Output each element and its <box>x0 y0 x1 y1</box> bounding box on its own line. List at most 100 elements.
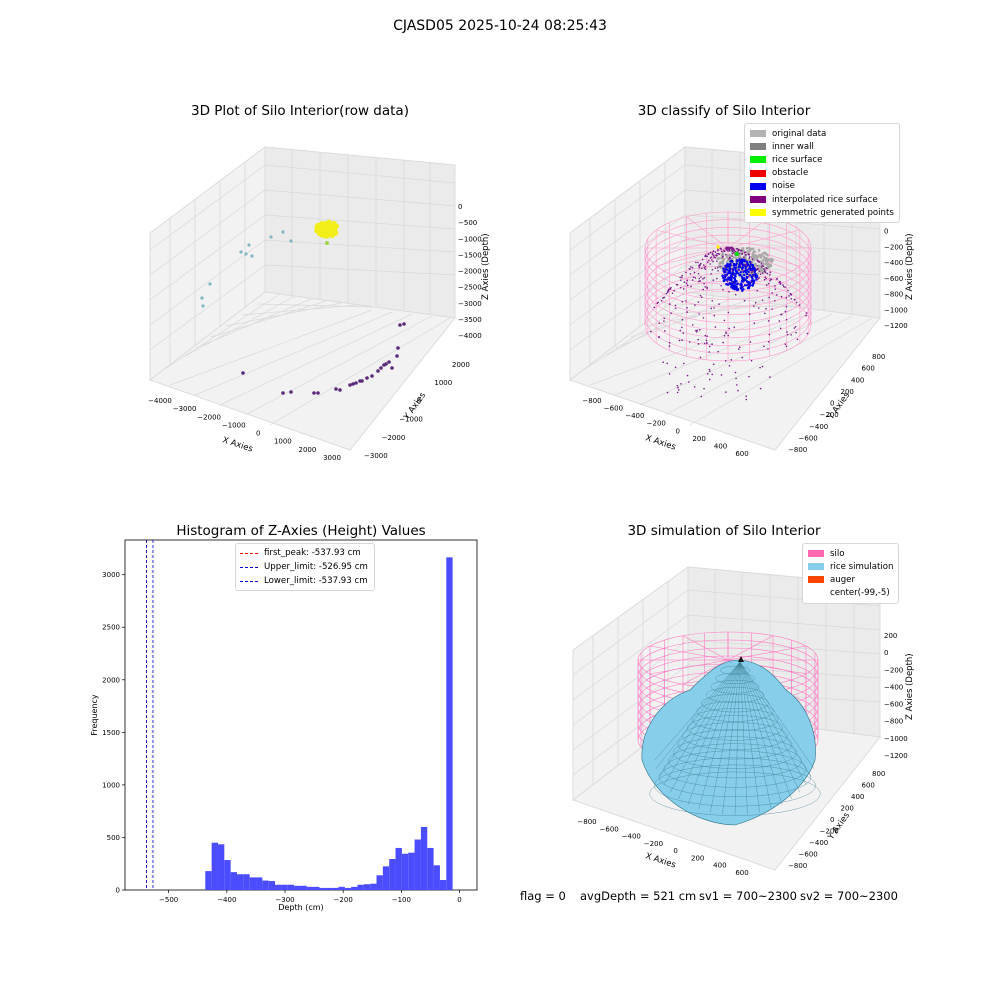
class-point <box>749 341 752 343</box>
tick-label: 200 <box>841 805 854 813</box>
raw-point <box>289 239 293 243</box>
raw-point <box>384 362 388 366</box>
class-point <box>728 364 731 367</box>
legend-entry: obstacle <box>750 167 894 180</box>
class-point <box>750 255 754 259</box>
histogram-legend: first_peak: -537.93 cm Upper_limit: -526.… <box>235 543 375 591</box>
class-point <box>665 292 668 295</box>
tick-label: −400 <box>884 683 903 691</box>
class-point <box>710 273 712 275</box>
class-point <box>749 284 752 287</box>
class-point <box>767 341 770 343</box>
class-point <box>735 260 737 262</box>
class-point <box>770 257 774 261</box>
class-point <box>698 277 701 280</box>
class-point <box>706 261 709 263</box>
silo-spoke <box>686 247 729 280</box>
tick-label: −800 <box>788 446 807 454</box>
tick-label: 0 <box>830 400 834 408</box>
tick-label: −800 <box>582 397 601 405</box>
class-point <box>736 384 738 386</box>
class-point <box>747 284 750 287</box>
class-point <box>759 273 762 276</box>
class-point <box>758 270 761 273</box>
class-point <box>730 257 734 261</box>
legend-label: rice simulation <box>830 561 894 572</box>
class-point <box>714 267 717 269</box>
histogram-bar <box>319 887 326 890</box>
mound-meridian <box>658 661 741 778</box>
class-point <box>779 282 782 284</box>
class-point <box>703 282 705 285</box>
class-point <box>728 266 731 270</box>
mound-contour <box>696 701 774 722</box>
class-point <box>714 326 717 328</box>
p1-xlabel: X Axies <box>221 435 254 454</box>
mound-meridian <box>739 661 815 769</box>
class-point <box>759 366 761 369</box>
class-point <box>762 255 766 258</box>
raw-point <box>314 228 319 233</box>
class-point <box>693 386 696 388</box>
p2-xlabel: X Axies <box>644 433 677 452</box>
class-point <box>704 334 707 337</box>
class-point <box>717 270 719 272</box>
class-point <box>728 253 732 257</box>
class-point <box>720 248 723 250</box>
class-point <box>713 314 716 317</box>
class-point <box>734 293 737 296</box>
x-tick-label: −400 <box>217 896 236 904</box>
class-point <box>732 249 734 251</box>
tick-label: 600 <box>862 365 875 373</box>
mound-contour <box>687 715 783 741</box>
mound-contour <box>677 729 793 760</box>
raw-point <box>281 230 285 234</box>
class-point <box>744 254 747 256</box>
class-point <box>759 256 763 259</box>
mound-meridian <box>739 661 812 778</box>
class-point <box>737 389 739 392</box>
class-point <box>764 276 766 279</box>
class-point <box>738 273 742 277</box>
class-point <box>700 395 703 398</box>
mound-meridian <box>739 661 792 799</box>
tick-label: −2000 <box>197 413 221 421</box>
tick-label: −1000 <box>222 421 246 429</box>
class-point <box>726 248 728 251</box>
legend-swatch <box>750 182 766 190</box>
p2-legend: original data inner wall rice surface obsta… <box>744 123 900 224</box>
class-point <box>771 308 773 310</box>
legend-label: Lower_limit: -537.93 cm <box>264 576 368 586</box>
footer-avg-depth: avgDepth = 521 cm <box>580 889 697 903</box>
class-point <box>759 267 762 270</box>
silo-spoke <box>686 216 729 249</box>
tick-label: −800 <box>884 291 903 299</box>
class-point <box>688 341 691 343</box>
class-point <box>736 260 739 263</box>
class-point <box>734 274 737 277</box>
raw-point <box>244 252 248 256</box>
class-point <box>767 266 771 269</box>
class-point <box>716 267 719 269</box>
class-point <box>757 277 760 280</box>
tick-label: 200 <box>841 388 854 396</box>
class-point <box>706 286 708 289</box>
class-point <box>733 266 736 269</box>
legend-entry: noise <box>750 180 894 193</box>
class-point <box>739 285 742 287</box>
class-point <box>724 264 727 268</box>
class-point <box>663 317 666 320</box>
class-point <box>752 279 755 282</box>
class-point <box>650 330 652 333</box>
class-point <box>780 295 783 298</box>
tick-label: 200 <box>692 435 705 443</box>
class-point <box>697 261 699 264</box>
class-point <box>716 245 720 249</box>
class-point <box>750 359 753 362</box>
mound-meridian <box>698 661 741 810</box>
histogram-bar <box>237 874 244 890</box>
class-point <box>769 376 771 378</box>
class-point <box>786 333 789 336</box>
tick-label: 1000 <box>434 379 452 387</box>
class-point <box>711 253 714 256</box>
